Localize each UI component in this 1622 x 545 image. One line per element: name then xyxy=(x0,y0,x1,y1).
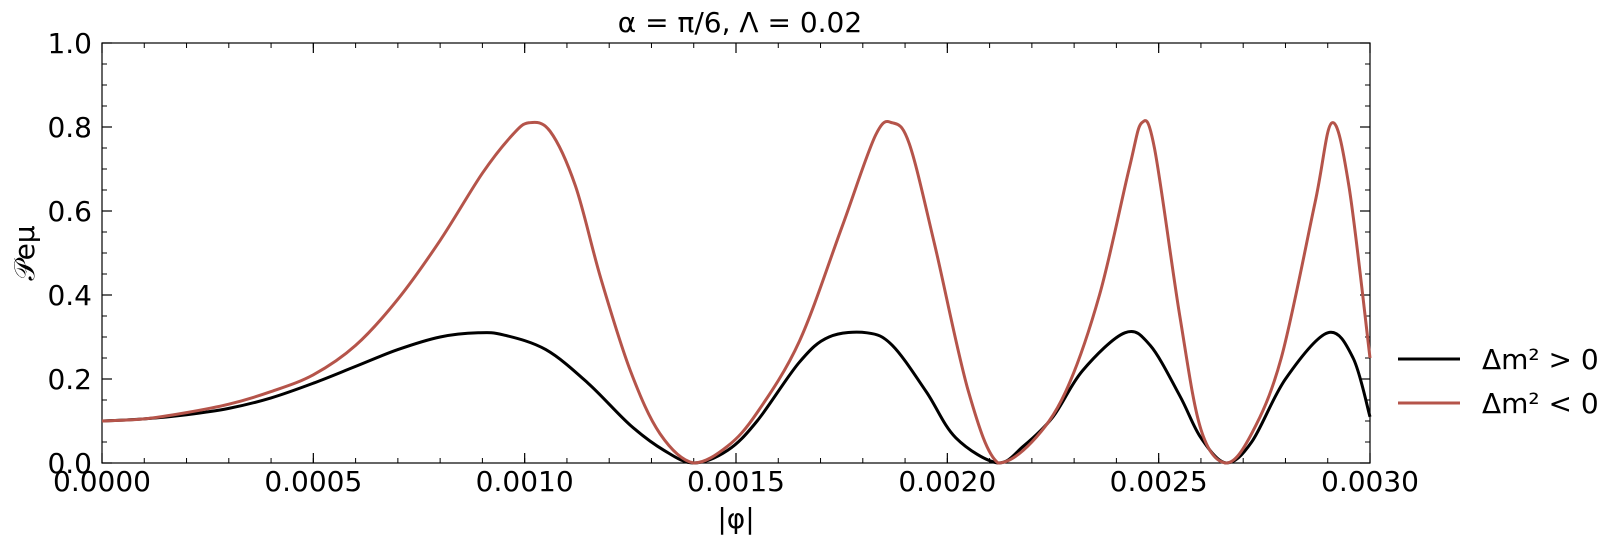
x-tick-label: 0.0025 xyxy=(1110,465,1208,498)
series-line-1 xyxy=(101,330,1372,465)
x-tick-label: 0.0015 xyxy=(687,465,785,498)
y-axis-label: 𝒫eμ xyxy=(8,225,41,280)
series-layer xyxy=(101,119,1372,465)
y-tick-label: 0.4 xyxy=(47,279,92,312)
y-ticks: 0.0 0.2 0.4 0.6 0.8 1.0 xyxy=(47,27,1370,480)
x-tick-label: 0.0010 xyxy=(476,465,574,498)
x-axis-label: |φ| xyxy=(717,502,754,535)
x-tick-label: 0.0005 xyxy=(264,465,362,498)
x-ticks: 0.0000 0.0005 0.0010 0.0015 0.0020 0.0025 0.00… xyxy=(53,43,1419,498)
plot-area: 0.0000 0.0005 0.0010 0.0015 0.0020 0.0025 0.00… xyxy=(47,27,1419,498)
legend-label-2: Δm² < 0 xyxy=(1482,387,1599,420)
series-line-2 xyxy=(101,119,1372,465)
x-tick-label: 0.0020 xyxy=(898,465,996,498)
x-tick-label: 0.0000 xyxy=(53,465,151,498)
y-tick-label: 1.0 xyxy=(47,27,92,60)
x-tick-label: 0.0030 xyxy=(1321,465,1419,498)
plot-frame xyxy=(101,42,1371,464)
legend-label-1: Δm² > 0 xyxy=(1482,343,1599,376)
y-tick-label: 0.8 xyxy=(47,111,92,144)
chart-title: α = π/6, Λ = 0.02 xyxy=(618,6,862,39)
y-tick-label: 0.6 xyxy=(47,195,92,228)
legend: Δm² > 0 Δm² < 0 xyxy=(1398,343,1599,420)
y-tick-label: 0.2 xyxy=(47,363,92,396)
y-tick-label: 0.0 xyxy=(47,447,92,480)
